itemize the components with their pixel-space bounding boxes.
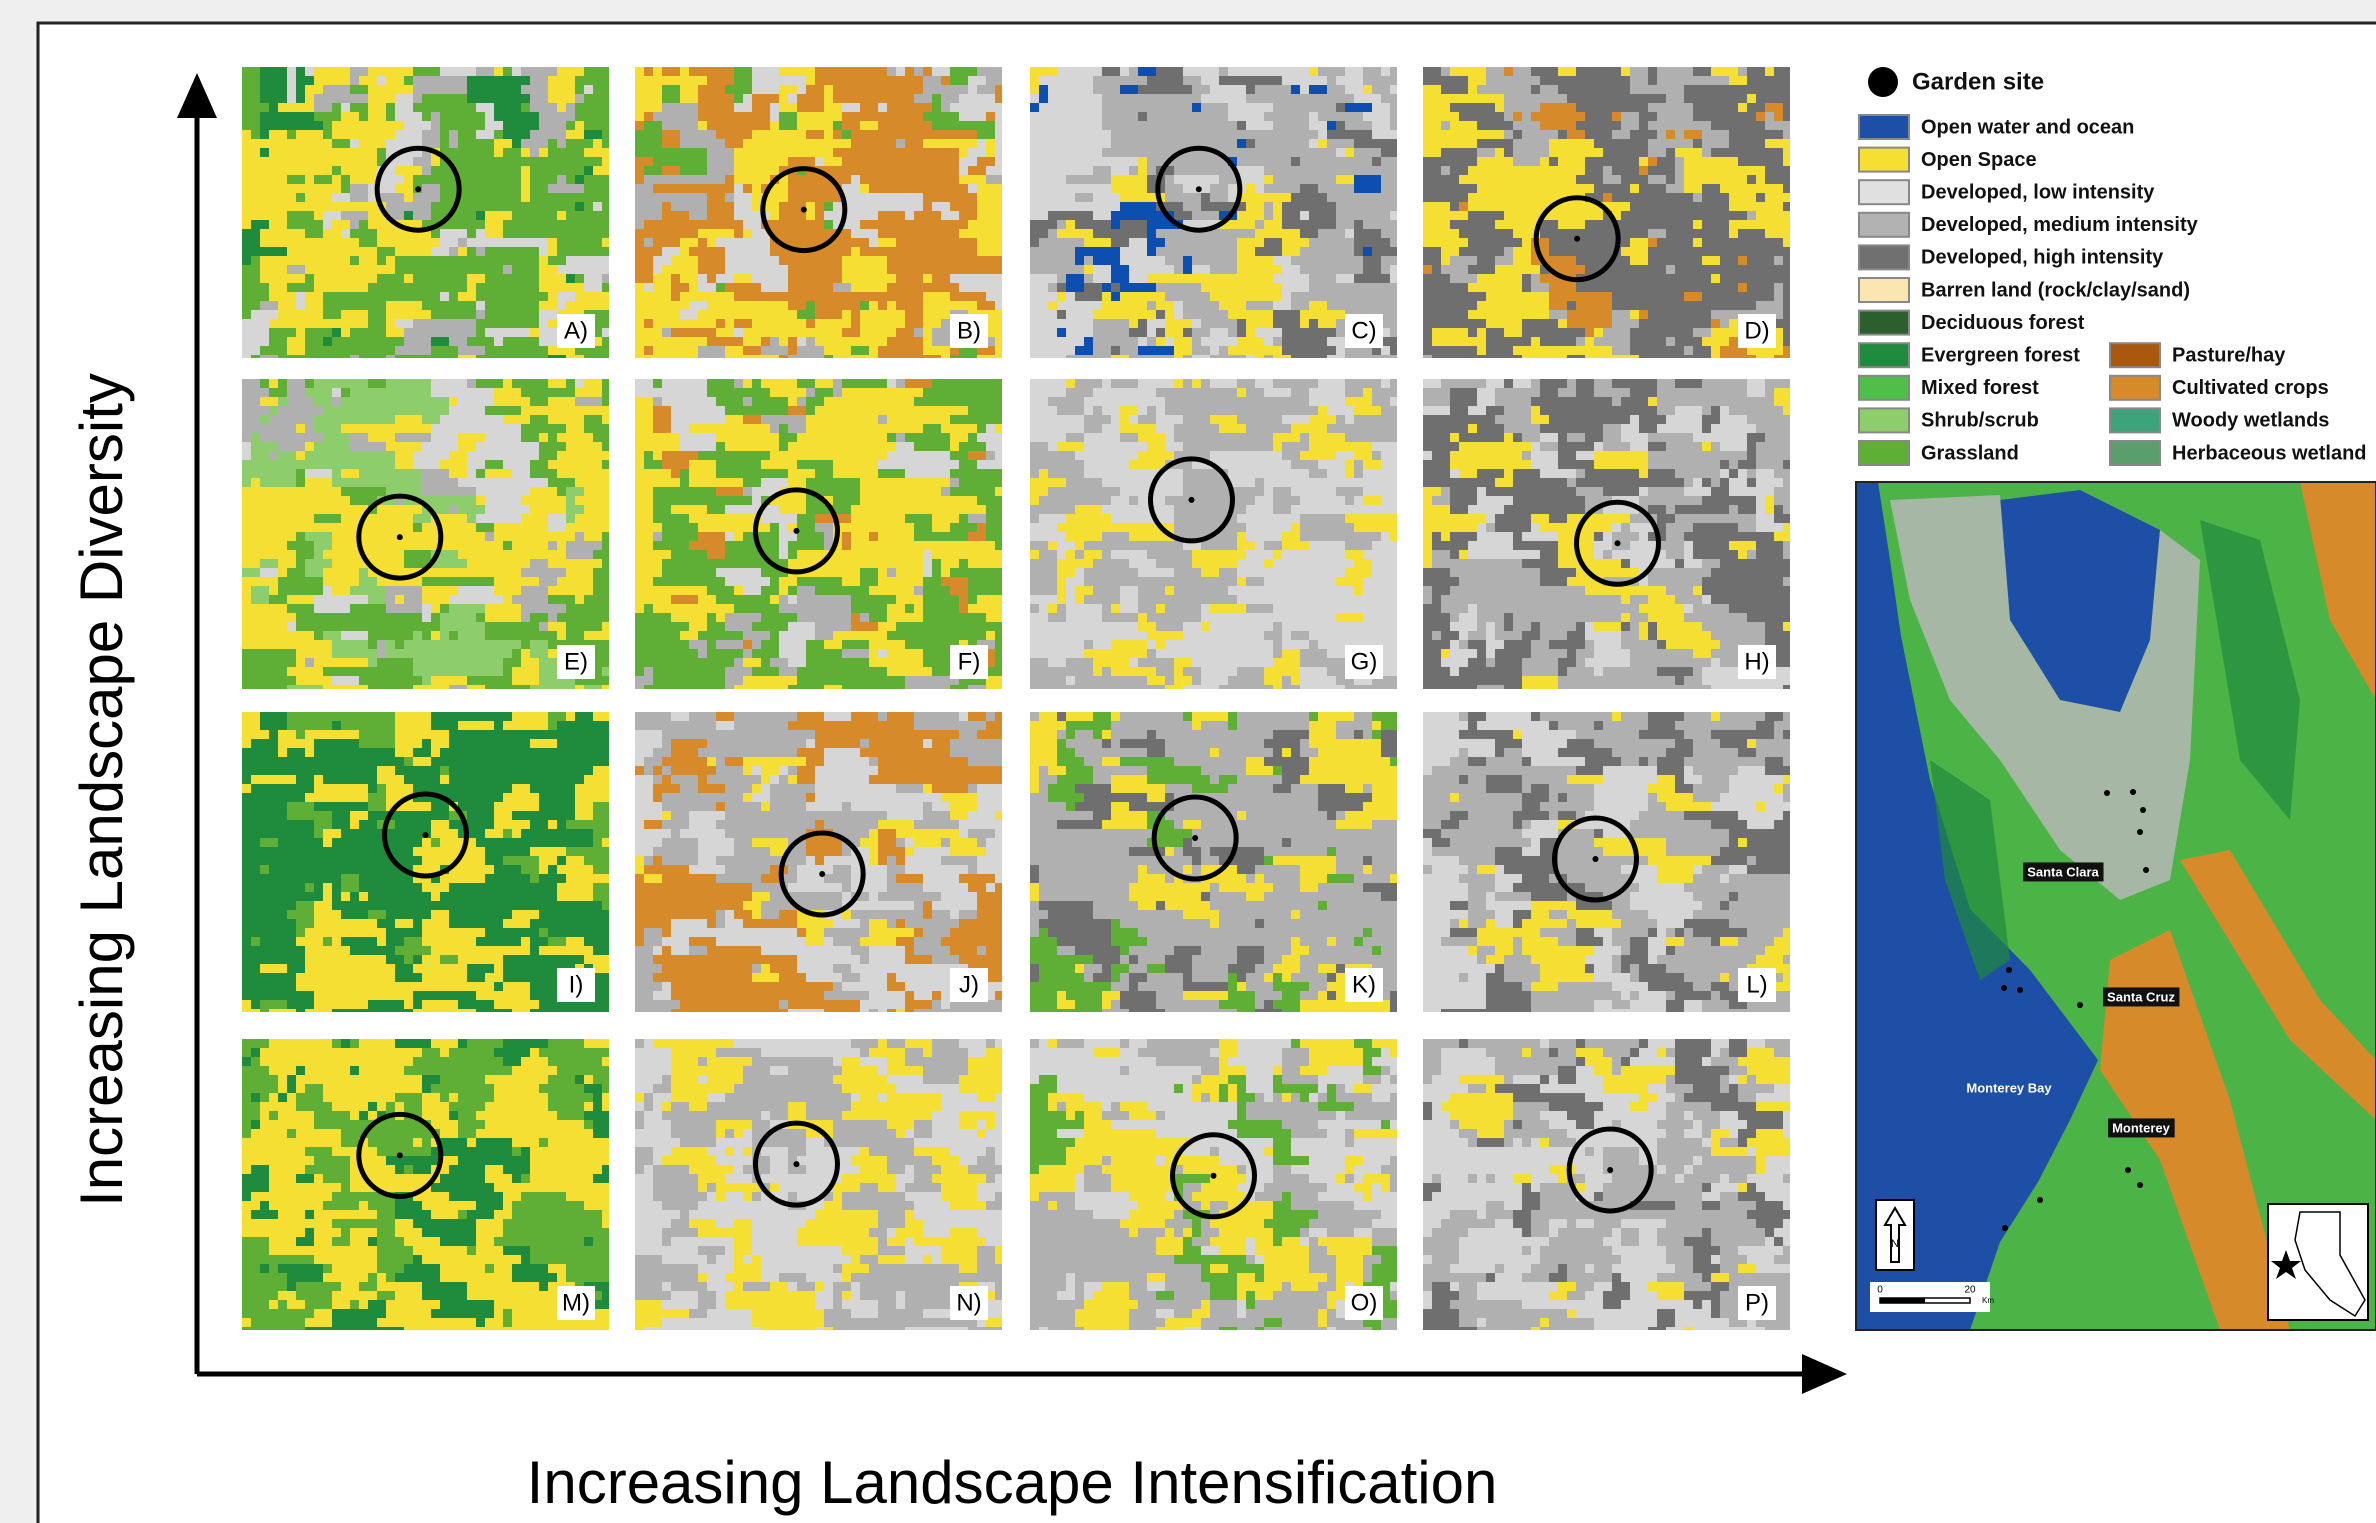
- legend-swatch: [1859, 148, 1909, 172]
- panel-label: A): [564, 317, 588, 344]
- legend-label: Pasture/hay: [2172, 344, 2286, 366]
- legend-label: Open Space: [1921, 149, 2037, 171]
- legend-swatch: [1859, 213, 1909, 237]
- legend-label: Developed, low intensity: [1921, 181, 2155, 203]
- garden-site: [1592, 856, 1598, 862]
- panel-label: O): [1351, 1289, 1378, 1316]
- map-panel: E): [242, 379, 611, 694]
- figure: Increasing Landscape Diversity Increasin…: [0, 0, 2376, 1523]
- map-panel: J): [635, 712, 1004, 1018]
- panel-label: F): [958, 648, 981, 675]
- panel-label: L): [1746, 971, 1767, 998]
- legend-label: Shrub/scrub: [1921, 410, 2039, 432]
- panel-label: M): [562, 1289, 590, 1316]
- garden-site: [397, 1152, 403, 1158]
- garden-site-symbol: [1868, 67, 1898, 97]
- map-panel: F): [635, 379, 1004, 694]
- garden-site: [1607, 1167, 1613, 1173]
- map-panel: B): [635, 67, 1004, 364]
- legend-swatch: [1859, 180, 1909, 204]
- panel-label: J): [959, 971, 979, 998]
- north-label: N: [1891, 1238, 1899, 1250]
- place-label: Santa Cruz: [2107, 989, 2175, 1004]
- scale-label: 20: [1964, 1285, 1976, 1296]
- legend-garden-site: Garden site: [1912, 68, 2044, 95]
- x-axis-label: Increasing Landscape Intensification: [527, 1449, 1498, 1516]
- page: Landscape diversity and intensification …: [0, 0, 2376, 1523]
- legend-swatch: [1859, 278, 1909, 302]
- north-arrow-box: [1876, 1200, 1914, 1270]
- legend-label: Cultivated crops: [2172, 377, 2329, 399]
- legend-swatch: [1859, 311, 1909, 335]
- map-panel: D): [1423, 67, 1792, 364]
- legend-label: Grassland: [1921, 442, 2019, 464]
- legend-swatch: [2110, 441, 2160, 465]
- legend-swatch: [1859, 115, 1909, 139]
- place-label: Monterey Bay: [1966, 1080, 2052, 1095]
- legend-label: Woody wetlands: [2172, 410, 2329, 432]
- panel-label: E): [564, 648, 588, 675]
- legend-label: Mixed forest: [1921, 377, 2039, 399]
- y-axis-label: Increasing Landscape Diversity: [68, 373, 135, 1207]
- panel-label: H): [1744, 648, 1769, 675]
- garden-site: [1211, 1173, 1217, 1179]
- garden-site: [801, 207, 807, 213]
- legend-label: Open water and ocean: [1921, 116, 2134, 138]
- scale-label: 0: [1877, 1285, 1883, 1296]
- map-panel: I): [242, 712, 611, 1018]
- garden-site: [1192, 835, 1198, 841]
- panel-label: N): [956, 1289, 981, 1316]
- map-panel: M): [242, 1039, 611, 1336]
- legend-swatch: [1859, 408, 1909, 432]
- map-panel: H): [1423, 379, 1792, 694]
- panel-label: P): [1745, 1289, 1769, 1316]
- map-panel: K): [1030, 712, 1399, 1018]
- panel-label: C): [1351, 317, 1376, 344]
- garden-site: [1196, 186, 1202, 192]
- panel-label: I): [569, 971, 584, 998]
- scale-bar-fill: [1880, 1298, 1925, 1303]
- legend-label: Evergreen forest: [1921, 344, 2080, 366]
- legend-label: Developed, high intensity: [1921, 247, 2164, 269]
- garden-site: [793, 528, 799, 534]
- legend-swatch: [1859, 441, 1909, 465]
- regional-map-view: Santa Clara Santa Cruz Monterey Bay Montere…: [1856, 482, 2376, 1330]
- garden-site: [819, 871, 825, 877]
- map-panel: N): [635, 1039, 1004, 1336]
- map-panel: O): [1030, 1039, 1399, 1336]
- legend-label: Herbaceous wetland: [2172, 442, 2367, 464]
- panel-label: K): [1352, 971, 1376, 998]
- panel-label: G): [1351, 648, 1378, 675]
- regional-map: Santa Clara Santa Cruz Monterey Bay Montere…: [1856, 482, 2376, 1330]
- scale-unit: Km: [1982, 1296, 1994, 1305]
- place-label: Santa Clara: [2027, 864, 2099, 879]
- garden-site: [415, 186, 421, 192]
- legend-swatch: [1859, 245, 1909, 269]
- legend-label: Developed, medium intensity: [1921, 214, 2199, 236]
- place-label: Monterey: [2112, 1120, 2171, 1135]
- map-panel: C): [1030, 67, 1399, 364]
- legend-swatch: [1859, 343, 1909, 367]
- legend-swatch: [2110, 343, 2160, 367]
- panel-label: D): [1744, 317, 1769, 344]
- legend-label: Deciduous forest: [1921, 312, 2085, 334]
- garden-site: [423, 832, 429, 838]
- garden-site: [1574, 236, 1580, 242]
- body: Increasing Landscape Diversity Increasin…: [0, 0, 2376, 1523]
- garden-site: [1188, 497, 1194, 503]
- legend-label: Barren land (rock/clay/sand): [1921, 279, 2190, 301]
- legend-swatch: [1859, 376, 1909, 400]
- map-panel: P): [1423, 1039, 1792, 1336]
- map-panel: G): [1030, 379, 1399, 694]
- panel-label: B): [957, 317, 981, 344]
- legend-swatch: [2110, 376, 2160, 400]
- legend-swatch: [2110, 408, 2160, 432]
- map-panel: A): [242, 67, 611, 364]
- garden-site: [793, 1161, 799, 1167]
- map-panel: L): [1423, 712, 1792, 1018]
- garden-site: [1615, 540, 1621, 546]
- garden-site: [397, 534, 403, 540]
